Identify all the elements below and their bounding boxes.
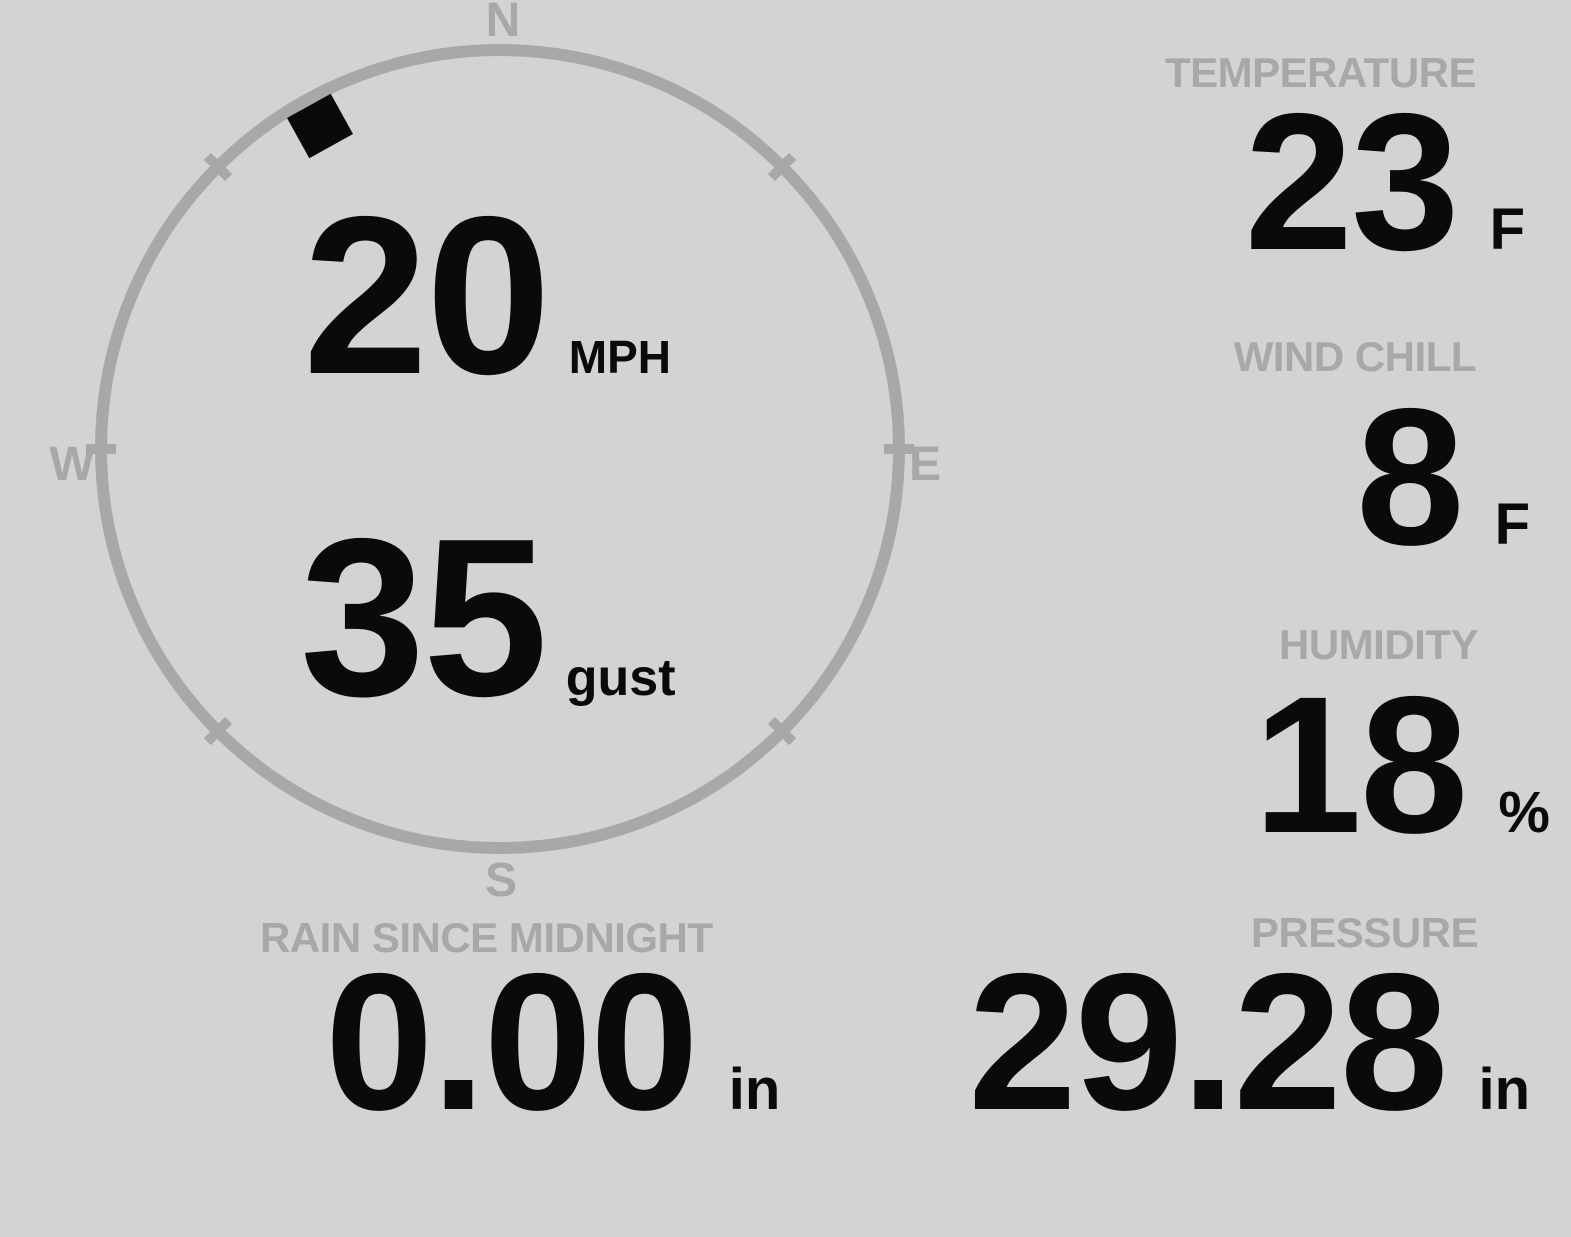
cardinal-north-label: N (485, 0, 521, 47)
pressure-unit: in (1478, 1057, 1530, 1122)
humidity-value: 18 (1253, 656, 1468, 874)
temperature-readout: 23 F (1245, 85, 1525, 280)
pressure-readout: 29.28 in (968, 945, 1530, 1140)
cardinal-east-label: E (908, 438, 942, 491)
wind-chill-readout: 8 F (1356, 380, 1530, 575)
wind-gust-value: 35 (300, 491, 548, 743)
wind-gust-unit: gust (565, 649, 676, 707)
rain-since-midnight-unit: in (728, 1057, 781, 1122)
humidity-label: HUMIDITY (1279, 621, 1479, 668)
wind-speed-value: 20 (303, 169, 551, 421)
rain-since-midnight-readout: 0.00 in (325, 945, 780, 1140)
pressure-value: 29.28 (968, 933, 1448, 1151)
wind-chill-label: WIND CHILL (1233, 333, 1477, 380)
humidity-readout: 18 % (1253, 668, 1550, 863)
wind-chill-unit: F (1494, 492, 1530, 557)
cardinal-south-label: S (484, 854, 518, 907)
wind-gust-readout: 35 gust (300, 505, 676, 730)
wind-compass: N E S W 20 MPH 35 gust (49, 0, 941, 905)
wind-speed-readout: 20 MPH (303, 183, 671, 408)
wind-speed-unit: MPH (568, 331, 672, 383)
humidity-unit: % (1498, 780, 1550, 845)
temperature-unit: F (1489, 197, 1525, 262)
wind-chill-value: 8 (1356, 368, 1464, 586)
temperature-label: TEMPERATURE (1164, 49, 1477, 96)
temperature-value: 23 (1244, 73, 1460, 291)
pressure-label: PRESSURE (1250, 909, 1479, 956)
rain-since-midnight-label: RAIN SINCE MIDNIGHT (260, 914, 713, 961)
rain-since-midnight-value: 0.00 (325, 933, 699, 1151)
cardinal-west-label: W (49, 438, 95, 491)
